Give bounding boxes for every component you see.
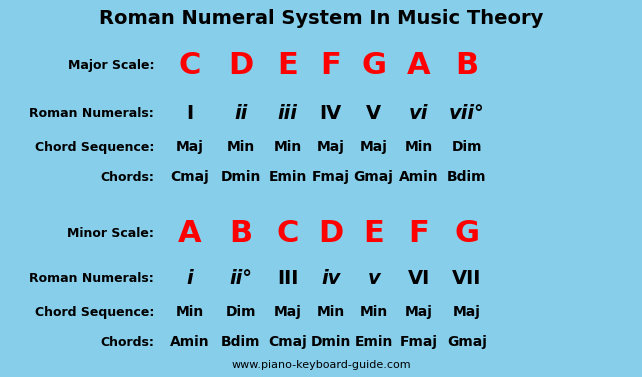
Text: Bdim: Bdim [221, 335, 261, 349]
Text: Roman Numerals:: Roman Numerals: [30, 107, 154, 120]
Text: IV: IV [320, 104, 342, 123]
Text: V: V [366, 104, 381, 123]
Text: Min: Min [317, 305, 345, 319]
Text: Min: Min [404, 140, 433, 154]
Text: Bdim: Bdim [447, 170, 487, 184]
Text: G: G [361, 52, 386, 80]
Text: D: D [228, 52, 254, 80]
Text: iii: iii [278, 104, 297, 123]
Text: G: G [455, 219, 479, 248]
Text: D: D [318, 219, 343, 248]
Text: Fmaj: Fmaj [311, 170, 350, 184]
Text: F: F [408, 219, 429, 248]
Text: iv: iv [321, 269, 340, 288]
Text: Dmin: Dmin [221, 170, 261, 184]
Text: Dmin: Dmin [311, 335, 351, 349]
Text: I: I [186, 104, 193, 123]
Text: Gmaj: Gmaj [354, 170, 394, 184]
Text: vii°: vii° [449, 104, 485, 123]
Text: Gmaj: Gmaj [447, 335, 487, 349]
Text: Chords:: Chords: [100, 171, 154, 184]
Text: Min: Min [175, 305, 204, 319]
Text: Fmaj: Fmaj [399, 335, 438, 349]
Text: ii°: ii° [229, 269, 252, 288]
Text: Emin: Emin [354, 335, 393, 349]
Text: C: C [277, 219, 299, 248]
Text: Amin: Amin [169, 335, 209, 349]
Text: Min: Min [360, 305, 388, 319]
Text: Cmaj: Cmaj [268, 335, 307, 349]
Text: Dim: Dim [225, 305, 256, 319]
Text: Major Scale:: Major Scale: [67, 60, 154, 72]
Text: Roman Numerals:: Roman Numerals: [30, 272, 154, 285]
Text: www.piano-keyboard-guide.com: www.piano-keyboard-guide.com [231, 360, 411, 370]
Text: Maj: Maj [404, 305, 433, 319]
Text: Chord Sequence:: Chord Sequence: [35, 141, 154, 153]
Text: Chords:: Chords: [100, 336, 154, 349]
Text: Maj: Maj [175, 140, 204, 154]
Text: ii: ii [234, 104, 247, 123]
Text: C: C [178, 52, 200, 80]
Text: Emin: Emin [268, 170, 307, 184]
Text: A: A [407, 52, 430, 80]
Text: Maj: Maj [317, 140, 345, 154]
Text: i: i [186, 269, 193, 288]
Text: Amin: Amin [399, 170, 438, 184]
Text: Maj: Maj [453, 305, 481, 319]
Text: Minor Scale:: Minor Scale: [67, 227, 154, 240]
Text: E: E [277, 52, 298, 80]
Text: VII: VII [452, 269, 482, 288]
Text: Chord Sequence:: Chord Sequence: [35, 306, 154, 319]
Text: v: v [367, 269, 380, 288]
Text: Cmaj: Cmaj [170, 170, 209, 184]
Text: Maj: Maj [360, 140, 388, 154]
Text: Min: Min [227, 140, 255, 154]
Text: III: III [277, 269, 299, 288]
Text: Dim: Dim [451, 140, 482, 154]
Text: vi: vi [409, 104, 428, 123]
Text: B: B [229, 219, 252, 248]
Text: Roman Numeral System In Music Theory: Roman Numeral System In Music Theory [99, 9, 543, 28]
Text: F: F [320, 52, 341, 80]
Text: B: B [455, 52, 478, 80]
Text: VI: VI [408, 269, 429, 288]
Text: Min: Min [273, 140, 302, 154]
Text: A: A [178, 219, 201, 248]
Text: E: E [363, 219, 384, 248]
Text: Maj: Maj [273, 305, 302, 319]
